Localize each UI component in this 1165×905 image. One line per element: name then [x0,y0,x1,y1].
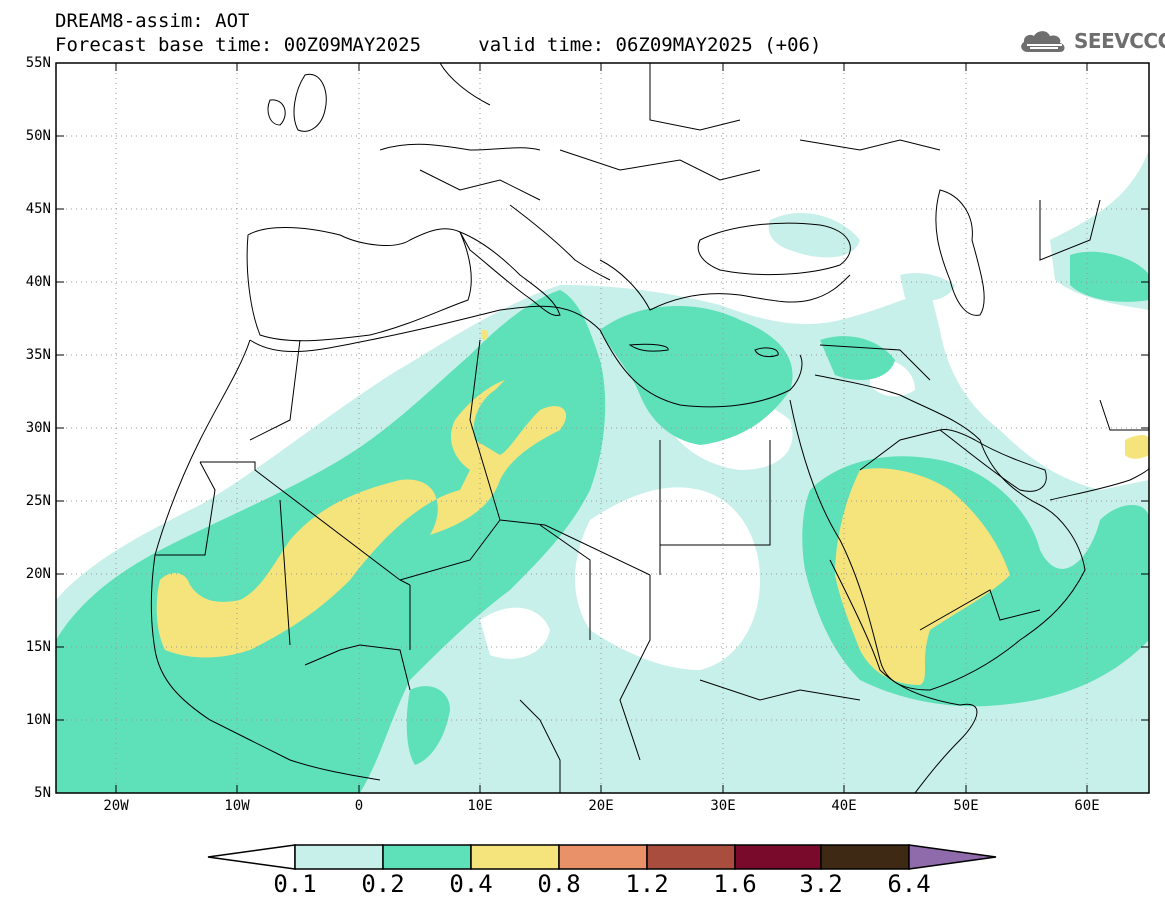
aot-band-0.4-0.8 [156,329,1149,685]
cloud-icon [1021,31,1065,52]
colorbar-label-0.4: 0.4 [449,870,493,898]
lat-label-20n: 20N [25,566,51,582]
logo-text: SEEVCCC [1074,29,1165,53]
valid-time: valid time: 06Z09MAY2025 (+06) [478,34,822,56]
lat-label-5n: 5N [34,785,51,801]
colorbar-label-1.6: 1.6 [713,870,757,898]
country-borders [155,63,1149,793]
base-time: Forecast base time: 00Z09MAY2025 [55,34,422,56]
lon-label-30e: 30E [710,798,736,814]
colorbar-label-3.2: 3.2 [799,870,843,898]
coastlines [150,63,1149,793]
lon-label-20w: 20W [103,798,129,814]
colorbar-swatch-1.6-3.2 [734,844,822,870]
colorbar-swatch-below-0.1 [207,844,296,870]
lat-label-30n: 30N [25,420,51,436]
time-info: Forecast base time: 00Z09MAY2025 valid t… [55,34,821,56]
colorbar-swatch-0.4-0.8 [470,844,560,870]
seevccc-logo: SEEVCCC [1018,26,1165,56]
lon-label-10e: 10E [467,798,493,814]
aot-field [56,150,1149,793]
colorbar-label-0.8: 0.8 [537,870,581,898]
lon-label-50e: 50E [953,798,979,814]
colorbar-label-6.4: 6.4 [887,870,931,898]
colorbar-swatch-3.2-6.4 [820,844,910,870]
lon-label-40e: 40E [831,798,857,814]
lat-label-15n: 15N [25,639,51,655]
axis-ticks [56,62,1149,794]
map-title: DREAM8-assim: AOT [55,10,250,32]
colorbar-swatch-1.2-1.6 [646,844,736,870]
lat-label-25n: 25N [25,493,51,509]
lat-label-10n: 10N [25,712,51,728]
colorbar-label-1.2: 1.2 [625,870,669,898]
lat-label-55n: 55N [25,55,51,71]
colorbar-swatch-0.2-0.4 [382,844,472,870]
colorbar-swatch-0.8-1.2 [558,844,648,870]
lat-label-45n: 45N [25,201,51,217]
colorbar-swatch-0.1-0.2 [294,844,384,870]
lon-label-10w: 10W [224,798,250,814]
lon-label-60e: 60E [1074,798,1100,814]
colorbar [207,844,997,870]
colorbar-swatch-above-6.4 [908,844,997,870]
colorbar-label-0.2: 0.2 [361,870,405,898]
lat-label-35n: 35N [25,347,51,363]
lon-label-20e: 20E [588,798,614,814]
lat-label-50n: 50N [25,128,51,144]
lat-label-40n: 40N [25,274,51,290]
lon-label-0: 0 [354,798,364,814]
colorbar-label-0.1: 0.1 [273,870,317,898]
